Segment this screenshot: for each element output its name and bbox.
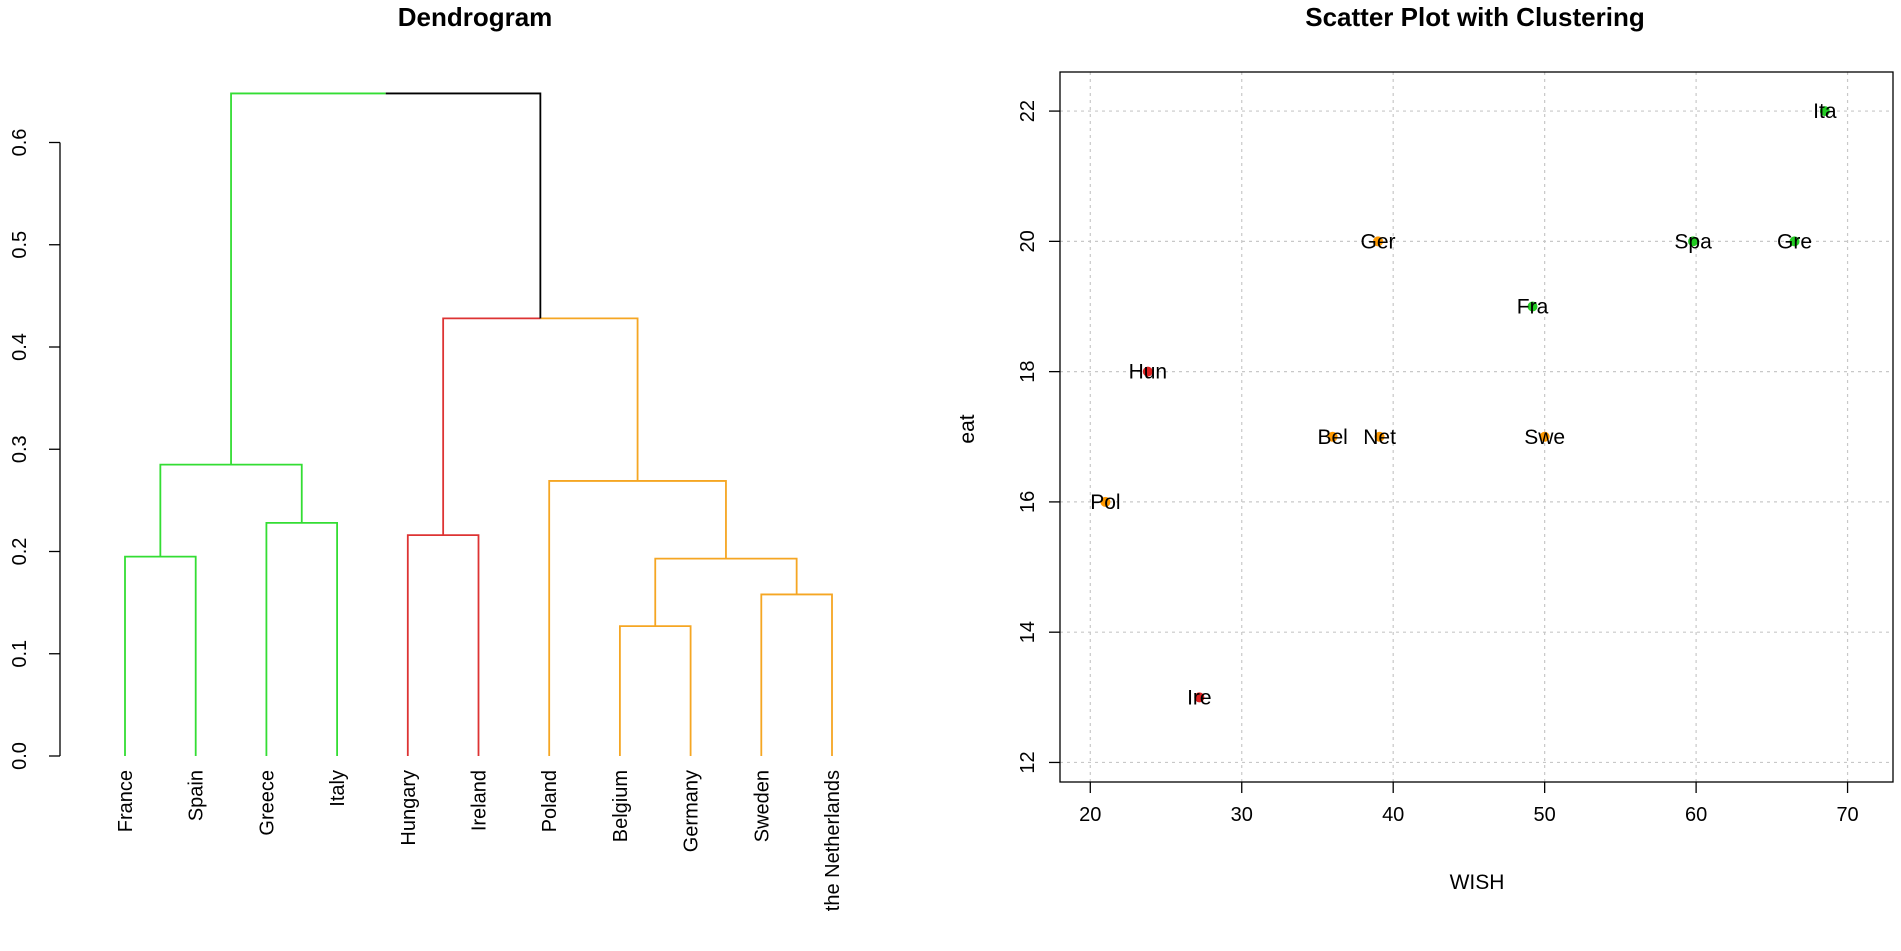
dendrogram-branch [159,463,303,557]
dendrogram-branch [265,521,338,756]
scatter-point-label: Bel [1317,426,1347,449]
scatter-point-label: Ger [1361,230,1396,253]
scatter-point-label: Ita [1813,100,1837,123]
dendrogram-y-tick-label: 0.1 [9,640,31,668]
dendrogram-y-tick-label: 0.3 [9,435,31,463]
scatter-point [1327,431,1338,442]
dendrogram-leaf-label: Hungary [398,770,420,846]
dendrogram-leaf-label: Belgium [610,770,632,842]
dendrogram-title: Dendrogram [398,2,553,32]
dendrogram-branch [760,593,833,756]
dendrogram-branch [124,555,197,756]
dendrogram-y-tick-label: 0.5 [9,231,31,259]
dendrogram-leaf-label: Spain [186,770,208,821]
dendrogram-panel: Dendrogram 0.0 0.1 0.2 0.3 0.4 0.5 0.6 France S… [9,2,844,911]
scatter-point [1688,236,1699,247]
scatter-point-label: Ire [1187,686,1212,709]
scatter-x-axis-label: WISH [1450,871,1505,894]
scatter-point [1819,106,1830,117]
dendrogram-leaf-labels: France Spain Greece Italy Hungary Ireland Pola… [115,770,844,911]
scatter-y-tick-label: 20 [1017,230,1039,252]
scatter-point [1789,236,1800,247]
dendrogram-leaf-label: Greece [256,770,278,836]
scatter-points: Ita Spa Gre Fra Ger Hun Bel Net Swe Pol Ire [1090,100,1837,709]
scatter-point-label: Spa [1674,230,1712,253]
scatter-x-tick-label: 40 [1382,804,1404,826]
scatter-panel: Scatter Plot with Clustering 20 30 40 50 60 7… [956,2,1894,894]
dendrogram-branch [385,92,542,319]
scatter-y-tick-label: 12 [1017,751,1039,773]
dendrogram-leaf-label: Germany [681,770,703,852]
scatter-x-tick-label: 30 [1231,804,1253,826]
dendrogram-branch [442,317,541,536]
scatter-point-label: Pol [1090,491,1120,514]
dendrogram-branch [540,317,639,481]
dendrogram-y-tick-label: 0.6 [9,129,31,157]
scatter-x-tick-label: 20 [1079,804,1101,826]
scatter-point [1539,431,1550,442]
dendrogram-y-tick-label: 0.2 [9,538,31,566]
scatter-grid [1060,72,1893,782]
dendrogram-y-tick-label: 0.0 [9,742,31,770]
scatter-point-label: Net [1363,426,1396,449]
dendrogram-branch [654,557,798,627]
scatter-y-axis: 12 14 16 18 20 22 [1017,100,1060,774]
dendrogram-branch [619,625,692,756]
dendrogram-branch [230,92,386,465]
scatter-point-label: Fra [1517,295,1549,318]
scatter-y-tick-label: 16 [1017,491,1039,513]
scatter-x-tick-label: 50 [1534,804,1556,826]
dendrogram-branch [406,534,480,756]
scatter-y-tick-label: 18 [1017,361,1039,383]
scatter-plot-frame [1059,71,1894,783]
dendrogram-y-tick-label: 0.4 [9,333,31,361]
scatter-point [1527,301,1538,312]
dendrogram-branch [548,480,727,756]
scatter-x-tick-label: 60 [1685,804,1707,826]
scatter-y-axis-label: eat [956,414,979,443]
scatter-point [1373,236,1384,247]
scatter-point [1194,692,1205,703]
scatter-point [1100,496,1111,507]
scatter-point-label: Gre [1777,230,1812,253]
dendrogram-leaf-label: the Netherlands [822,770,844,911]
scatter-point-label: Hun [1129,361,1168,384]
dendrogram-leaf-label: Ireland [469,770,491,831]
scatter-x-tick-label: 70 [1836,804,1858,826]
scatter-point-label: Swe [1524,426,1565,449]
scatter-y-tick-label: 22 [1017,100,1039,122]
scatter-y-tick-label: 14 [1017,621,1039,643]
dendrogram-branches [124,92,833,756]
scatter-title: Scatter Plot with Clustering [1305,2,1645,32]
scatter-x-axis: 20 30 40 50 60 70 [1079,782,1859,826]
scatter-point [1374,431,1385,442]
dendrogram-leaf-label: France [115,770,137,832]
dendrogram-leaf-label: Sweden [751,770,773,842]
dendrogram-leaf-label: Poland [539,770,561,832]
scatter-point [1142,366,1153,377]
dendrogram-leaf-label: Italy [327,770,349,807]
dendrogram-y-axis: 0.0 0.1 0.2 0.3 0.4 0.5 0.6 [9,129,61,770]
